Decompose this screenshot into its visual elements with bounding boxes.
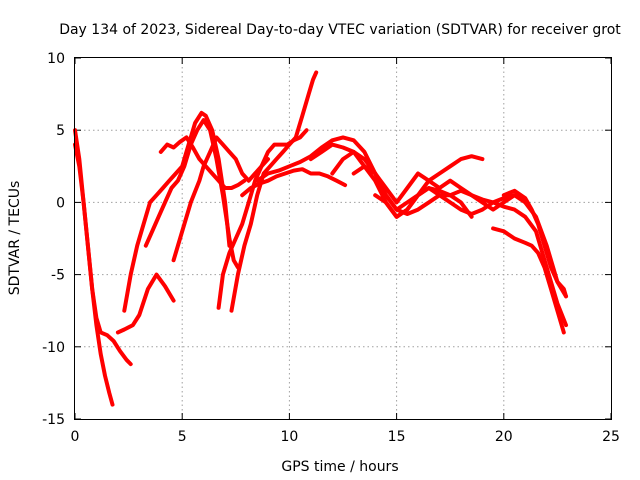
plot-frame — [74, 57, 612, 420]
series-track-9 — [229, 70, 319, 313]
grid-lines — [75, 58, 611, 419]
series-track-10 — [240, 167, 348, 198]
x-tick-label: 20 — [495, 429, 513, 445]
series-track-16 — [491, 226, 566, 335]
y-axis-label: SDTVAR / TECUs — [7, 181, 23, 296]
x-axis-label: GPS time / hours — [281, 459, 398, 475]
series-track-2 — [73, 142, 133, 367]
y-tick-label: -15 — [42, 412, 65, 428]
y-tick-label: 10 — [47, 51, 65, 67]
x-tick-labels: 0 5 10 15 20 25 — [71, 429, 620, 445]
chart-title: Day 134 of 2023, Sidereal Day-to-day VTE… — [59, 22, 621, 38]
series-track-5 — [143, 118, 240, 270]
series-track-15 — [373, 186, 568, 328]
series-track-17 — [501, 188, 568, 299]
y-tick-label: -10 — [42, 340, 65, 356]
series-track-7 — [171, 135, 270, 263]
y-tick-labels: -15 -10 -5 0 5 10 — [42, 51, 65, 428]
y-tick-label: -5 — [51, 268, 65, 284]
y-tick-label: 5 — [56, 123, 65, 139]
series-track-3 — [115, 272, 176, 335]
axis-ticks — [74, 57, 612, 420]
x-tick-label: 10 — [280, 429, 298, 445]
x-tick-label: 15 — [388, 429, 406, 445]
series-track-4 — [122, 110, 232, 313]
data-series — [73, 70, 568, 407]
y-tick-label: 0 — [56, 195, 65, 211]
series-track-6 — [158, 135, 247, 190]
x-tick-label: 5 — [178, 429, 187, 445]
series-track-11 — [255, 135, 474, 219]
x-tick-label: 25 — [602, 429, 620, 445]
x-tick-label: 0 — [71, 429, 80, 445]
